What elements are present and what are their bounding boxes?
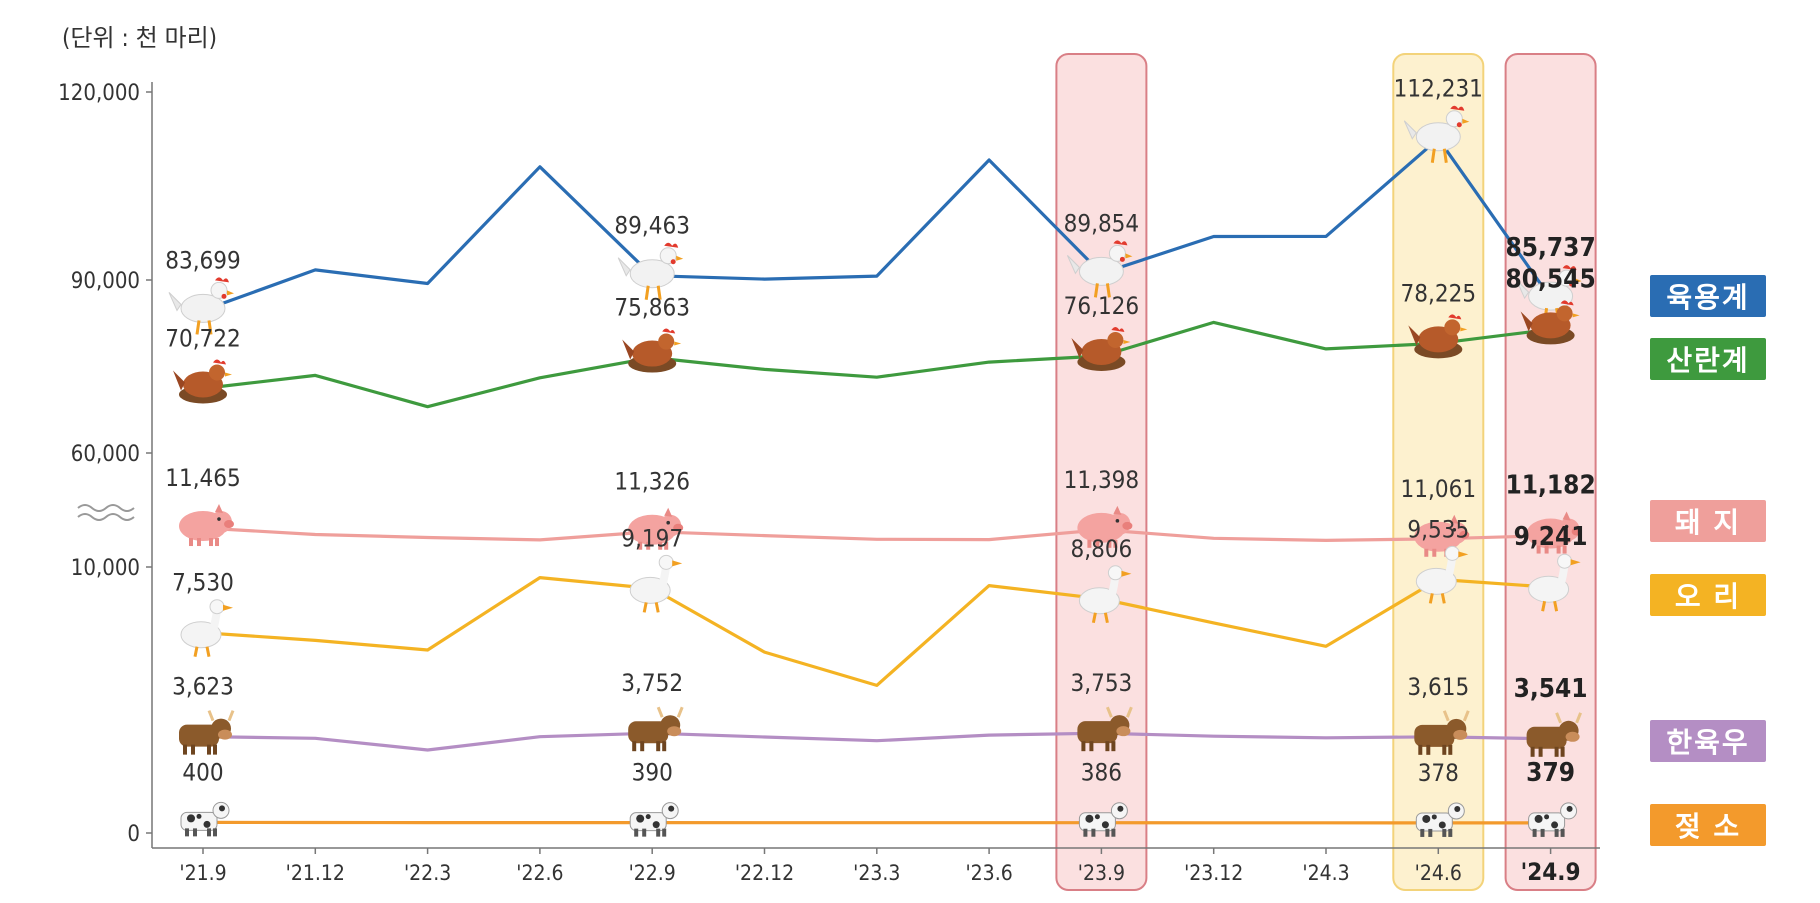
legend-item: 젖 소 [1650,804,1766,846]
dairy-cow-icon [629,802,679,837]
x-tick-label: '23.12 [1184,861,1243,885]
data-label: 112,231 [1394,75,1483,103]
duck-icon [629,554,683,613]
data-label: 85,737 [1505,233,1595,263]
series-line [202,137,1552,312]
data-label: 3,623 [172,673,234,701]
y-tick-label: 10,000 [71,556,140,581]
data-label: 76,126 [1064,292,1140,320]
legend-item: 육용계 [1650,275,1766,317]
duck-icon [1078,565,1132,624]
axis-break-icon [77,513,135,521]
data-label: 75,863 [614,294,690,322]
data-label: 379 [1526,758,1575,788]
y-tick-label: 0 [127,822,140,847]
data-label: 11,398 [1064,466,1140,494]
data-label: 89,463 [614,212,690,240]
chicken-icon [1403,105,1470,163]
data-label: 9,535 [1407,515,1469,543]
x-tick-label: '23.6 [965,861,1012,885]
dairy-cow-icon [1415,802,1465,837]
x-tick-label: '23.3 [853,861,900,885]
data-label: 70,722 [165,324,241,352]
data-label: 89,854 [1064,209,1140,237]
x-tick-label: '24.9 [1521,858,1581,886]
data-label: 386 [1081,759,1122,787]
data-label: 9,197 [621,524,683,552]
data-label: 3,753 [1071,669,1133,697]
data-label: 78,225 [1401,279,1477,307]
highlight-band [1392,53,1485,891]
legend-item: 산란계 [1650,338,1766,380]
data-label: 3,752 [621,669,683,697]
data-label: 3,541 [1514,674,1588,704]
axis-break-icon [77,504,135,512]
legend-item: 오 리 [1650,574,1766,616]
x-tick-label: '24.3 [1302,861,1349,885]
dairy-cow-icon [1528,802,1578,837]
duck-icon [180,599,233,657]
x-tick-label: '22.6 [516,861,563,885]
legend-item: 한육우 [1650,720,1766,762]
cow-icon [1414,710,1470,755]
data-label: 11,465 [165,464,241,492]
data-label: 80,545 [1505,264,1595,294]
pig-icon [1077,505,1133,548]
data-label: 400 [182,758,223,786]
cow-icon [1526,712,1582,757]
data-label: 390 [632,759,673,787]
x-tick-label: '22.12 [735,861,794,885]
highlight-band [1055,53,1148,891]
unit-label: (단위 : 천 마리) [62,24,218,52]
y-tick-label: 90,000 [71,269,140,294]
data-label: 3,615 [1407,673,1469,701]
x-tick-label: '24.6 [1415,861,1462,885]
data-label: 7,530 [172,569,234,597]
hen-icon [173,359,232,404]
cow-icon [179,710,235,755]
hen-icon [1520,300,1580,345]
dairy-cow-icon [1078,802,1128,837]
highlight-band [1504,53,1597,891]
legend-item: 돼 지 [1650,500,1766,542]
chicken-icon [168,277,234,335]
x-tick-label: '21.9 [179,861,226,885]
data-label: 11,182 [1505,471,1595,501]
duck-icon [1528,553,1581,612]
series-line [202,575,1551,688]
data-label: 8,806 [1071,535,1133,563]
series-line [202,820,1551,825]
data-label: 378 [1418,759,1459,787]
hen-icon [1071,326,1131,371]
hen-icon [1408,314,1468,359]
duck-icon [1415,545,1469,604]
pig-icon [1526,511,1582,554]
series-line [202,320,1551,409]
series-line [202,731,1551,752]
data-label: 11,326 [614,468,690,496]
dairy-cow-icon [180,801,230,837]
data-label: 83,699 [165,246,241,274]
pig-icon [179,504,234,547]
pig-icon [628,507,684,550]
chicken-icon [617,242,684,300]
x-tick-label: '22.3 [404,861,451,885]
x-tick-label: '23.9 [1078,861,1125,885]
cow-icon [1077,706,1133,752]
x-tick-label: '21.12 [286,861,345,885]
data-label: 11,061 [1401,475,1477,503]
series-line [202,526,1551,543]
hen-icon [622,328,682,373]
cow-icon [628,706,684,752]
y-tick-label: 60,000 [71,442,140,467]
x-tick-label: '22.9 [629,861,676,885]
y-tick-label: 120,000 [58,81,140,106]
chicken-icon [1066,240,1133,298]
data-label: 9,241 [1514,522,1588,552]
